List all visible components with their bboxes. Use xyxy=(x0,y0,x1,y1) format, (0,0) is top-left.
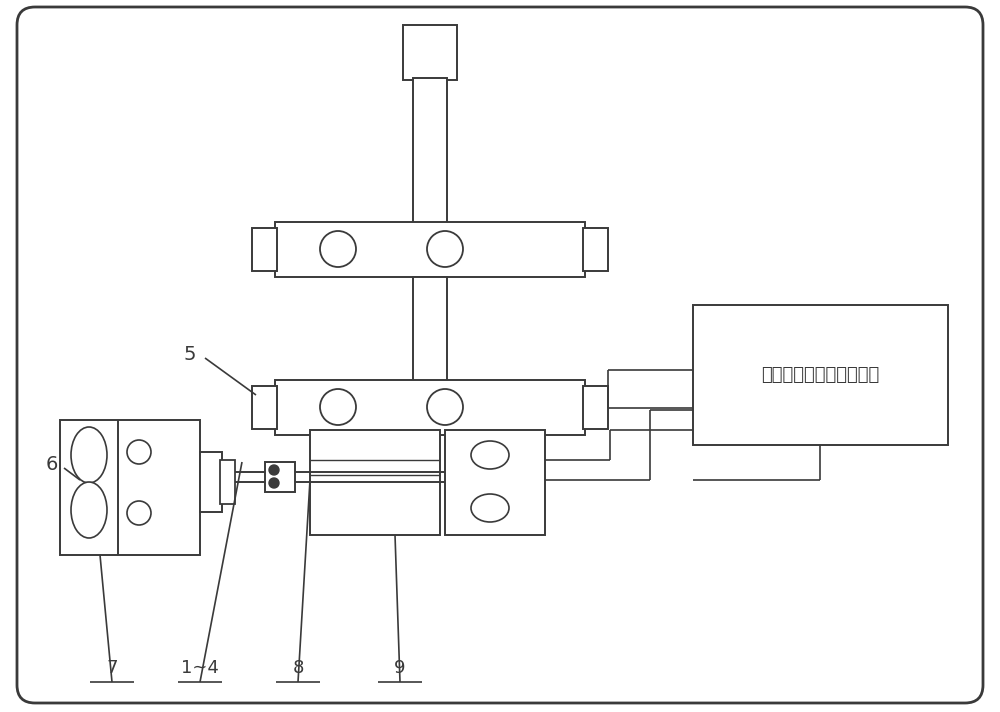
Bar xyxy=(265,462,295,492)
Ellipse shape xyxy=(71,427,107,483)
Bar xyxy=(413,277,447,382)
Circle shape xyxy=(320,389,356,425)
Bar xyxy=(252,228,277,271)
Text: 传感器信号采集处理系统: 传感器信号采集处理系统 xyxy=(761,366,879,384)
Bar xyxy=(413,78,447,230)
Bar xyxy=(445,430,545,535)
Circle shape xyxy=(127,440,151,464)
Circle shape xyxy=(269,478,279,488)
Circle shape xyxy=(427,389,463,425)
Bar xyxy=(310,430,440,535)
Circle shape xyxy=(127,501,151,525)
Circle shape xyxy=(427,231,463,267)
Text: 5: 5 xyxy=(184,345,196,365)
Bar xyxy=(275,222,585,277)
Text: 6: 6 xyxy=(46,456,58,474)
Circle shape xyxy=(320,231,356,267)
Bar xyxy=(583,228,608,271)
Ellipse shape xyxy=(471,494,509,522)
Ellipse shape xyxy=(71,482,107,538)
Text: 1~4: 1~4 xyxy=(181,659,219,677)
Bar xyxy=(60,420,200,555)
Bar xyxy=(403,25,457,80)
Text: 9: 9 xyxy=(394,659,406,677)
Bar xyxy=(583,386,608,429)
Circle shape xyxy=(269,465,279,475)
Text: 7: 7 xyxy=(106,659,118,677)
Text: 8: 8 xyxy=(292,659,304,677)
Bar xyxy=(693,305,948,445)
Ellipse shape xyxy=(471,441,509,469)
Bar xyxy=(275,380,585,435)
FancyBboxPatch shape xyxy=(17,7,983,703)
Bar xyxy=(252,386,277,429)
Bar xyxy=(200,452,222,512)
Bar xyxy=(220,460,235,504)
